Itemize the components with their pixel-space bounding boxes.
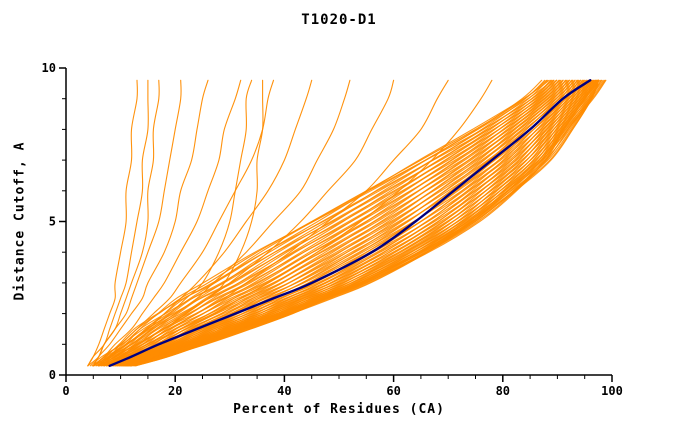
x-tick-label: 100 [601, 384, 623, 398]
y-tick-label: 5 [49, 215, 56, 229]
orange-model-curve [120, 79, 579, 367]
x-tick-label: 20 [168, 384, 182, 398]
navy-highlight-curve [108, 79, 592, 367]
orange-model-curve [87, 79, 138, 367]
orange-model-curve [92, 79, 253, 367]
orange-model-curve [101, 79, 557, 367]
x-axis-label: Percent of Residues (CA) [233, 402, 445, 417]
orange-model-curve [95, 79, 546, 367]
orange-model-curve [98, 79, 351, 367]
orange-model-curve [125, 79, 590, 367]
orange-model-curve [128, 79, 597, 367]
orange-model-curve [103, 79, 449, 367]
orange-model-curve [115, 79, 589, 367]
x-tick-label: 60 [386, 384, 400, 398]
orange-model-curve [98, 79, 549, 367]
orange-model-curve [92, 79, 209, 367]
orange-model-curve [130, 79, 607, 367]
orange-model-curve [109, 79, 576, 367]
x-tick-label: 0 [62, 384, 69, 398]
orange-model-curve [87, 79, 182, 367]
y-tick-label: 0 [49, 368, 56, 382]
x-tick-label: 40 [277, 384, 291, 398]
chart-title: T1020-D1 [301, 12, 377, 28]
orange-model-curve [97, 79, 550, 367]
orange-model-curve [127, 79, 600, 367]
x-tick-label: 80 [496, 384, 510, 398]
orange-model-curve [98, 79, 264, 367]
y-tick-label: 10 [42, 61, 56, 75]
orange-model-curve [130, 79, 602, 367]
orange-model-curve [92, 79, 242, 367]
orange-model-curve [109, 79, 493, 367]
